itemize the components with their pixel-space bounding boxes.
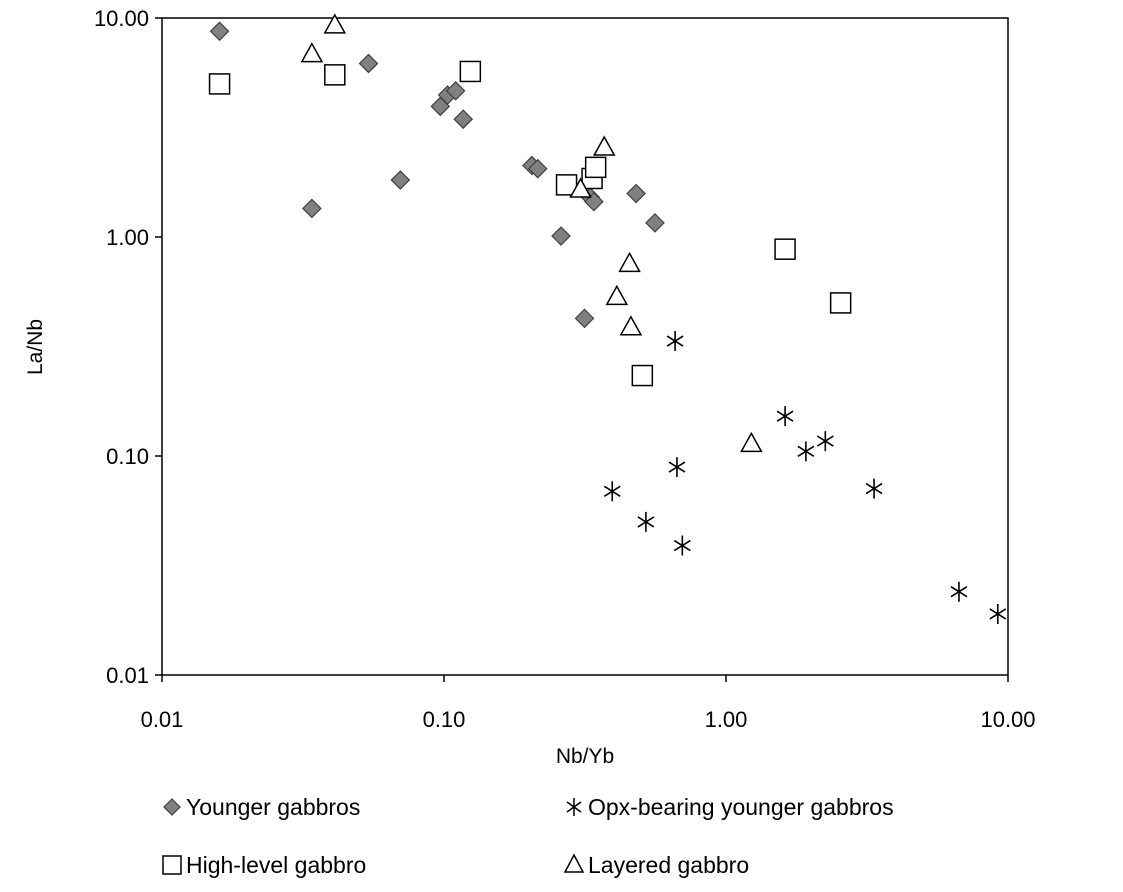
data-point-diamond (551, 226, 571, 246)
data-point-square (774, 238, 796, 260)
data-point-triangle (300, 42, 324, 63)
series-asterisk (603, 331, 1007, 624)
series-diamond (209, 21, 665, 329)
x-tick-label: 0.10 (423, 707, 466, 732)
data-point-square (829, 292, 852, 314)
y-axis-title: La/Nb (24, 319, 47, 375)
data-point-diamond (645, 213, 665, 233)
data-point-diamond (390, 170, 411, 190)
data-point-triangle (569, 177, 592, 198)
data-point-diamond (302, 198, 322, 219)
legend-item: High-level gabbro (162, 852, 366, 878)
series-square (208, 60, 852, 387)
data-point-diamond (453, 109, 474, 130)
data-point-asterisk (816, 431, 834, 452)
data-point-diamond (358, 53, 379, 74)
legend-label: Younger gabbros (186, 794, 360, 820)
data-point-triangle (605, 284, 629, 306)
data-point-diamond (209, 21, 230, 42)
series-triangle (300, 13, 763, 453)
data-point-asterisk (989, 603, 1007, 624)
data-point-square (584, 156, 607, 179)
data-points-layer (208, 13, 1007, 624)
data-point-asterisk (637, 511, 655, 532)
data-point-square (208, 73, 231, 95)
data-point-triangle (323, 13, 347, 34)
x-tick-label: 1.00 (705, 707, 748, 732)
data-point-triangle (740, 431, 763, 453)
legend-label: Opx-bearing younger gabbros (588, 794, 894, 820)
data-point-asterisk (666, 331, 684, 352)
data-point-asterisk (797, 441, 815, 462)
data-point-triangle (619, 315, 643, 336)
legend-marker-asterisk (566, 798, 582, 816)
x-tick-label: 10.00 (980, 707, 1035, 732)
data-point-asterisk (603, 481, 621, 502)
legend-marker-square (162, 855, 182, 875)
data-point-asterisk (950, 581, 968, 602)
data-point-square (631, 364, 654, 387)
legend-label: Layered gabbro (588, 852, 749, 878)
data-point-triangle (618, 251, 641, 273)
axes-layer: 0.01 0.10 1.00 10.00 0.01 0.10 1.00 10.00 (94, 6, 1036, 732)
data-point-asterisk (776, 406, 794, 427)
plot-area-frame (161, 17, 1009, 676)
x-axis-title: Nb/Yb (556, 745, 614, 768)
x-tick-label: 0.01 (141, 707, 184, 732)
legend-marker-diamond (163, 798, 181, 816)
legend: Younger gabbros Opx-bearing younger gabbr… (162, 794, 894, 878)
y-tick-label: 0.01 (106, 663, 149, 688)
y-tick-label: 10.00 (94, 6, 149, 31)
data-point-diamond (527, 158, 548, 179)
legend-label: High-level gabbro (186, 852, 366, 878)
data-point-asterisk (673, 535, 691, 556)
data-point-square (459, 60, 482, 83)
data-point-asterisk (865, 478, 883, 499)
y-tick-label: 1.00 (106, 225, 149, 250)
data-point-square (324, 64, 346, 86)
legend-marker-triangle (563, 853, 585, 873)
y-tick-label: 0.10 (106, 444, 149, 469)
legend-item: Younger gabbros (163, 794, 360, 820)
legend-item: Opx-bearing younger gabbros (566, 794, 894, 820)
data-point-asterisk (668, 457, 686, 478)
data-point-diamond (626, 183, 646, 204)
data-point-triangle (592, 135, 616, 156)
data-point-diamond (574, 308, 595, 329)
data-point-diamond (445, 80, 466, 101)
legend-item: Layered gabbro (563, 852, 749, 878)
